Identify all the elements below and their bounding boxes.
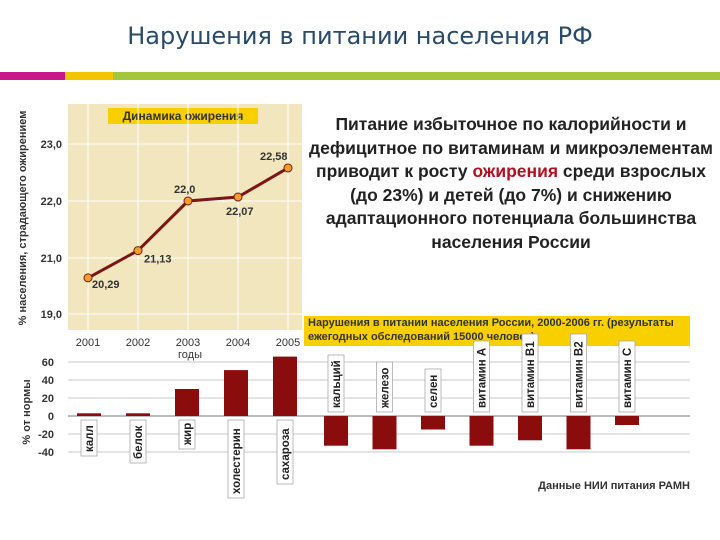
bar-chart-category-box (327, 354, 345, 413)
line-chart-title-box (108, 108, 258, 124)
description-text-start: Питание избыточное по калорийности и деф… (309, 114, 713, 182)
bar-chart-bar (77, 413, 101, 416)
bar-chart-bar (566, 416, 591, 450)
bar-chart-category-label-box: витамин A (473, 340, 490, 413)
bar-chart-category-box (618, 340, 636, 413)
line-chart-point-label: 20,29 (92, 279, 120, 291)
bar-chart-bar (421, 416, 445, 430)
line-chart-y-tick-label: 21,0 (41, 253, 62, 265)
obesity-line-chart: Динамика ожирения % населения, страдающе… (17, 104, 302, 361)
bar-chart-y-tick-label: 40 (42, 375, 54, 387)
bar-chart-bar (273, 356, 297, 416)
bar-chart-y-tick-label: 20 (42, 393, 54, 405)
line-chart-title: Динамика ожирения (123, 109, 244, 123)
bar-chart-title: Нарушения в питании населения России, 20… (308, 317, 674, 343)
line-chart-point-label: 22,07 (226, 206, 254, 218)
accent-stripe-yellow (65, 72, 113, 80)
bar-chart-category-box (129, 419, 147, 464)
line-chart-point-label: 21,13 (144, 254, 172, 266)
bar-chart-category-label-box: холестерин (227, 419, 245, 499)
bar-chart-category-label-box: сахароза (276, 419, 294, 485)
accent-stripe-magenta (0, 72, 65, 80)
bar-chart-y-tick-label: 60 (42, 357, 54, 369)
bar-chart-bar (324, 416, 348, 446)
bar-chart-bar (224, 370, 248, 416)
bar-chart-category-label-box: жир (178, 419, 196, 450)
bar-chart-category-label-box: витамин B2 (570, 333, 587, 413)
line-chart-y-tick-label: 19,0 (41, 309, 62, 321)
bar-chart-category-label-box: белок (129, 419, 147, 464)
line-chart-x-axis-label: годы (178, 349, 202, 361)
line-chart-y-tick-label: 22,0 (41, 196, 62, 208)
bar-chart-category-label: витамин C (622, 348, 634, 408)
bar-chart-category-label: сахароза (280, 428, 292, 480)
bar-chart-category-label: витамин B2 (574, 341, 586, 408)
bar-chart-category-label: витамин A (477, 348, 489, 408)
bar-chart-category-box (80, 419, 98, 457)
bar-chart-category-box (178, 419, 196, 450)
bar-chart-category-label: витамин B1 (525, 341, 537, 408)
bar-chart-bar (175, 389, 199, 416)
bar-chart-category-label: белок (133, 425, 145, 459)
bar-chart-category-label: кальций (331, 360, 343, 408)
bar-chart-category-label: железо (380, 368, 392, 409)
description-text-end: среди взрослых (до 23%) и детей (до 7%) … (325, 161, 706, 252)
bar-chart-category-label: селен (428, 375, 440, 408)
line-chart-x-tick-label: 2001 (76, 337, 100, 349)
bar-chart-bar (615, 416, 639, 425)
bar-chart-bar (372, 416, 397, 450)
bar-chart-category-label-box: кальций (327, 354, 345, 413)
nutrition-bar-chart: Нарушения в питании населения России, 20… (21, 316, 690, 499)
bar-chart-category-label: холестерин (231, 428, 243, 494)
line-chart-point (233, 192, 243, 202)
bar-chart-category-label-box: витамин C (618, 340, 636, 413)
bar-chart-y-tick-label: 0 (48, 411, 54, 423)
bar-chart-category-box (276, 419, 294, 485)
line-chart-x-tick-label: 2005 (276, 337, 300, 349)
bar-chart-bar (126, 413, 150, 416)
bar-chart-category-label-box: витамин B1 (521, 333, 539, 413)
bar-chart-category-box (376, 361, 393, 413)
bar-chart-category-box (227, 419, 245, 499)
bar-chart-category-box (424, 368, 442, 413)
line-chart-x-tick-label: 2003 (176, 337, 200, 349)
line-chart-x-tick-label: 2002 (126, 337, 150, 349)
line-chart-point (133, 246, 143, 256)
bar-chart-category-label-box: селен (424, 368, 442, 413)
description-highlight: ожирения (472, 161, 559, 182)
bar-chart-y-axis-label: % от нормы (21, 379, 33, 444)
obesity-description: Питание избыточное по калорийности и деф… (302, 113, 720, 255)
line-chart-point (83, 273, 93, 283)
line-chart-panel (68, 104, 302, 330)
line-chart-x-tick-label: 2004 (226, 337, 250, 349)
bar-chart-source-note: Данные НИИ питания РАМН (538, 480, 690, 492)
bar-chart-bar (469, 416, 494, 446)
bar-chart-title-wrap: Нарушения в питании населения России, 20… (308, 317, 674, 343)
accent-stripe-green (113, 72, 720, 80)
bar-chart-category-box (521, 333, 539, 413)
line-chart-point-label: 22,0 (174, 184, 195, 196)
bar-chart-category-label: жир (182, 423, 194, 446)
bar-chart-category-label-box: железо (376, 361, 393, 413)
bar-chart-category-label: калл (84, 425, 96, 452)
line-chart-point (183, 196, 193, 206)
slide-title: Нарушения в питании населения РФ (127, 22, 593, 50)
bar-chart-category-label-box: калл (80, 419, 98, 457)
line-chart-point (283, 163, 293, 173)
bar-chart-y-tick-label: -20 (38, 429, 54, 441)
line-chart-y-tick-label: 23,0 (41, 139, 62, 151)
bar-chart-category-box (473, 340, 490, 413)
bar-chart-category-box (570, 333, 587, 413)
line-chart-point-label: 22,58 (260, 151, 288, 163)
bar-chart-y-tick-label: -40 (38, 447, 54, 459)
line-chart-y-axis-label: % населения, страдающего ожирением (17, 111, 29, 326)
bar-chart-bar (518, 416, 542, 441)
